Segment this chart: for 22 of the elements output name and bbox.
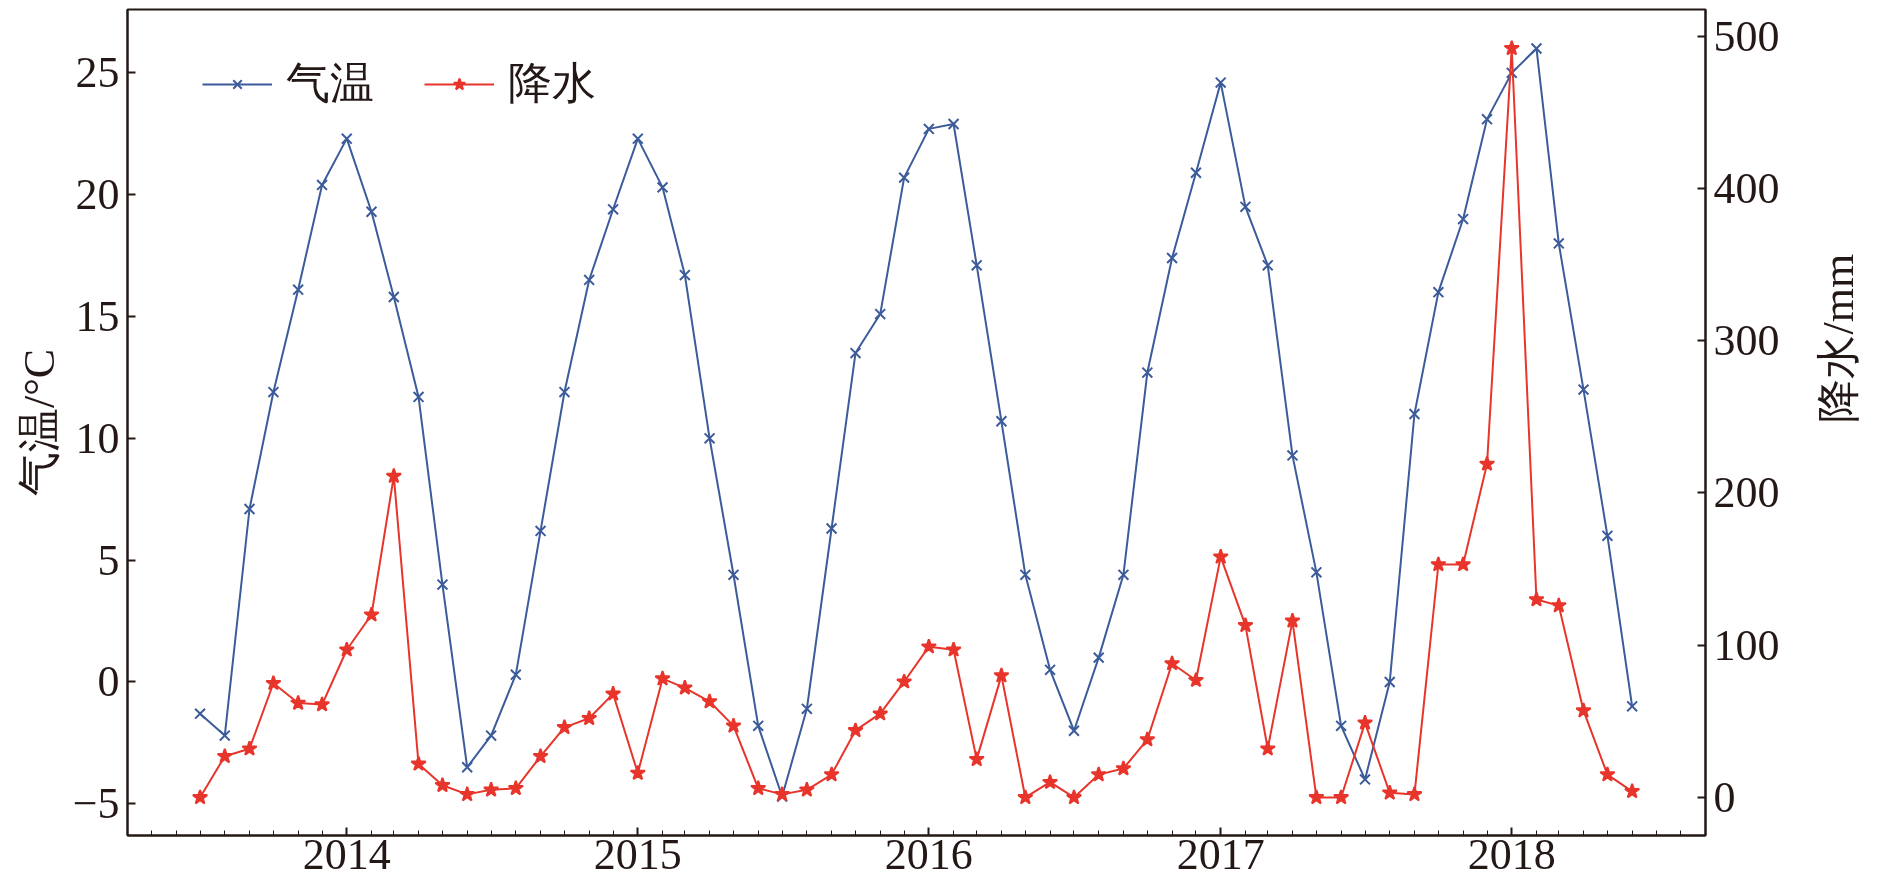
legend-label: 降水: [508, 58, 596, 110]
legend-label: 气温: [286, 58, 374, 110]
y2-axis-title: 降水/mm: [1814, 253, 1863, 423]
y2-tick-label: 400: [1713, 163, 1780, 213]
y2-tick-label: 0: [1713, 772, 1736, 822]
y-tick-label: 0: [97, 657, 120, 707]
y2-tick-label: 500: [1713, 11, 1780, 61]
y-tick-label: −5: [72, 779, 120, 829]
x-tick-label: 2016: [884, 829, 973, 879]
y2-tick-label: 300: [1713, 316, 1780, 366]
x-tick-label: 2017: [1176, 829, 1265, 879]
y-tick-label: 20: [75, 170, 120, 220]
y-axis-title: 气温/°C: [14, 348, 64, 497]
x-tick-label: 2015: [593, 829, 682, 879]
y-tick-label: 25: [75, 48, 120, 98]
y-tick-label: 5: [97, 535, 120, 585]
x-tick-label: 2014: [302, 829, 391, 879]
y2-tick-label: 200: [1713, 468, 1780, 518]
y-tick-label: 10: [75, 413, 120, 463]
y-tick-label: 15: [75, 292, 120, 342]
x-tick-label: 2018: [1467, 829, 1556, 879]
y2-tick-label: 100: [1713, 620, 1780, 670]
